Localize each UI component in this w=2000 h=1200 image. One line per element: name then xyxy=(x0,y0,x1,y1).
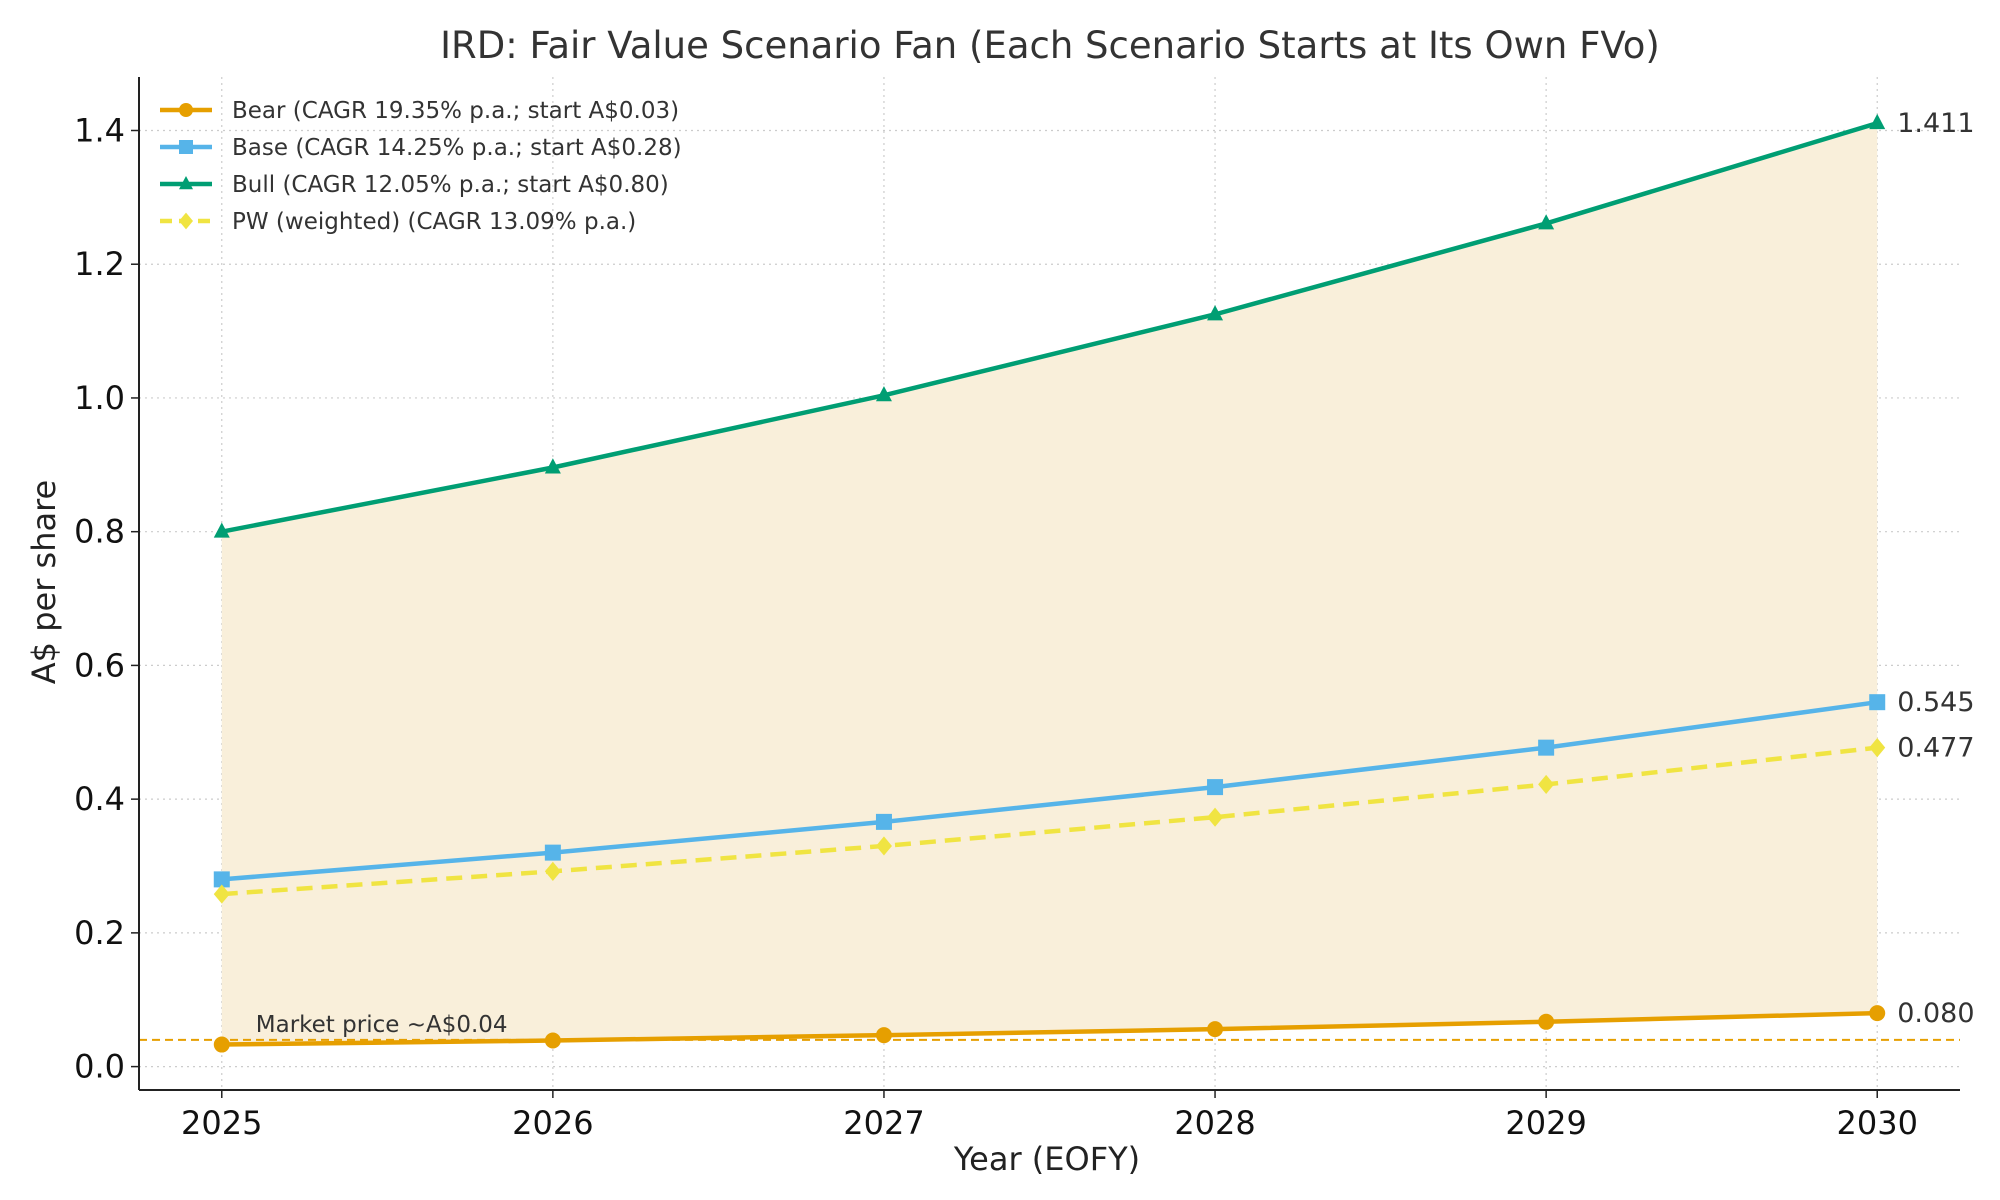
axes xyxy=(138,77,1960,1091)
series-3: 0.477 xyxy=(213,733,1975,904)
data-point xyxy=(875,836,892,856)
legend-label: Bull (CAGR 12.05% p.a.; start A$0.80) xyxy=(232,172,669,198)
legend-marker xyxy=(179,212,193,230)
series-line xyxy=(221,120,1878,534)
data-point xyxy=(213,884,230,904)
legend-label: Base (CAGR 14.25% p.a.; start A$0.28) xyxy=(232,135,682,161)
data-point xyxy=(1538,1013,1555,1030)
y-tick-label: 0.0 xyxy=(74,1048,125,1086)
y-tick-label: 0.6 xyxy=(74,646,125,684)
legend-entry-1: Base (CAGR 14.25% p.a.; start A$0.28) xyxy=(160,135,682,161)
legend-marker xyxy=(179,140,193,154)
data-point xyxy=(544,844,561,861)
data-point xyxy=(1207,807,1224,827)
data-point xyxy=(1207,1021,1224,1038)
legend-marker xyxy=(179,175,193,190)
market-price-label: Market price ~A$0.04 xyxy=(256,1012,508,1038)
series-1: 0.545 xyxy=(213,687,1975,888)
data-point xyxy=(1538,774,1555,795)
data-point xyxy=(875,813,892,830)
data-point xyxy=(544,458,561,474)
data-point xyxy=(1538,214,1555,230)
data-point xyxy=(544,861,561,881)
legend-entry-3: PW (weighted) (CAGR 13.09% p.a.) xyxy=(160,209,636,235)
data-point xyxy=(1869,694,1886,711)
data-point xyxy=(1538,739,1555,756)
data-point xyxy=(1869,738,1886,758)
y-tick-label: 0.8 xyxy=(74,513,125,551)
legend-entry-0: Bear (CAGR 19.35% p.a.; start A$0.03) xyxy=(160,98,679,124)
y-axis-label: A$ per share xyxy=(25,480,63,684)
series-line xyxy=(221,699,1878,882)
legend-marker xyxy=(179,103,193,117)
scenario-fan-area xyxy=(221,123,1878,1045)
series-0: 0.080 xyxy=(213,998,1975,1053)
tick-labels: 2025 2026 2027 2028 2029 2030 0.0 0.2 0.4 0.6 0.8 1… xyxy=(74,111,1918,1142)
x-tick-label: 2027 xyxy=(843,1104,924,1142)
data-point xyxy=(1207,305,1224,321)
legend-label: PW (weighted) (CAGR 13.09% p.a.) xyxy=(232,209,636,235)
data-point xyxy=(1207,779,1224,796)
data-point xyxy=(1869,1005,1886,1022)
y-tick-label: 0.2 xyxy=(74,914,125,952)
data-point xyxy=(213,1036,230,1053)
data-point xyxy=(544,1032,561,1049)
x-axis-label: Year (EOFY) xyxy=(953,1140,1140,1178)
legend-label: Bear (CAGR 19.35% p.a.; start A$0.03) xyxy=(232,98,679,124)
series-line xyxy=(221,1010,1878,1047)
legend: Bear (CAGR 19.35% p.a.; start A$0.03) Bas… xyxy=(160,98,682,235)
y-tick-label: 1.0 xyxy=(74,379,125,417)
series-lines: 0.080 0.545 1.411 0.477 xyxy=(213,108,1975,1053)
end-value-label: 0.477 xyxy=(1897,733,1974,764)
y-tick-label: 0.4 xyxy=(74,780,125,818)
x-tick-label: 2028 xyxy=(1174,1104,1255,1142)
x-tick-label: 2025 xyxy=(181,1104,262,1142)
end-value-label: 0.080 xyxy=(1897,998,1974,1029)
data-point xyxy=(1869,113,1886,130)
y-tick-label: 1.4 xyxy=(74,111,125,149)
data-point xyxy=(875,386,892,402)
x-tick-label: 2026 xyxy=(512,1104,593,1142)
data-point xyxy=(875,1027,892,1044)
y-tick-label: 1.2 xyxy=(74,245,125,283)
x-tick-label: 2030 xyxy=(1837,1104,1918,1142)
x-tick-label: 2029 xyxy=(1505,1104,1586,1142)
end-value-label: 0.545 xyxy=(1897,687,1974,718)
series-line xyxy=(221,745,1878,897)
chart-title: IRD: Fair Value Scenario Fan (Each Scena… xyxy=(440,24,1660,67)
data-point xyxy=(213,522,230,538)
series-2: 1.411 xyxy=(213,108,1975,538)
data-point xyxy=(213,871,230,888)
end-value-label: 1.411 xyxy=(1897,108,1974,139)
legend-entry-2: Bull (CAGR 12.05% p.a.; start A$0.80) xyxy=(160,172,669,198)
